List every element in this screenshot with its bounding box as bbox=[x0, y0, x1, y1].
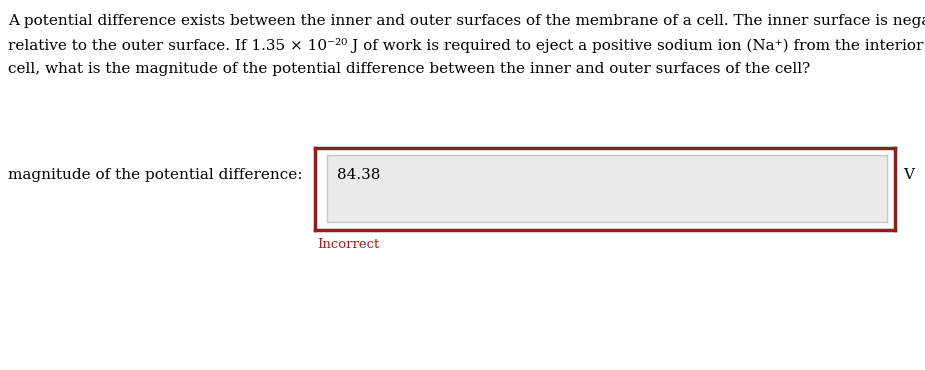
Text: A potential difference exists between the inner and outer surfaces of the membra: A potential difference exists between th… bbox=[8, 14, 925, 28]
Text: V: V bbox=[903, 168, 914, 182]
Text: 84.38: 84.38 bbox=[337, 168, 380, 182]
Text: relative to the outer surface. If 1.35 × 10⁻²⁰ J of work is required to eject a : relative to the outer surface. If 1.35 ×… bbox=[8, 38, 925, 53]
Text: cell, what is the magnitude of the potential difference between the inner and ou: cell, what is the magnitude of the poten… bbox=[8, 62, 810, 76]
Text: Incorrect: Incorrect bbox=[317, 238, 379, 251]
Text: magnitude of the potential difference:: magnitude of the potential difference: bbox=[8, 168, 302, 182]
